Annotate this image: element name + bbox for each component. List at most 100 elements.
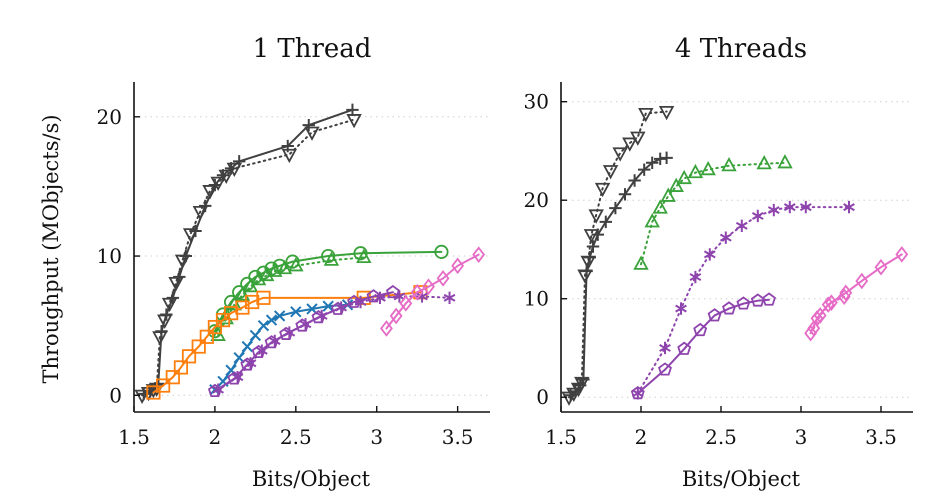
data-point [226,296,243,311]
data-point [288,257,304,272]
y-tick-label: 10 [524,287,549,311]
data-point [895,246,909,263]
data-point [599,215,612,229]
data-point [821,296,835,313]
data-point [285,254,300,269]
data-point [267,262,283,277]
data-point [804,324,818,342]
series-line [812,295,846,330]
data-point [283,326,296,339]
data-point [660,151,673,165]
chart-1-thread: 1 Thread Throughput (MObjects/s) Bits/Ob… [39,34,490,491]
data-point [315,309,328,323]
data-point [422,278,435,295]
data-point [874,258,888,276]
data-point [638,107,654,123]
data-point [202,185,218,200]
data-point [677,341,692,355]
y-tick-label: 30 [524,90,549,114]
data-point [703,248,716,261]
chart-4-threads: 4 Threads Bits/Object 1.5 2 2.5 3 3.5 0 10 20 30 [524,34,913,491]
data-point [700,160,716,176]
data-point [353,246,368,261]
data-point [234,286,251,301]
data-point [658,362,672,376]
data-point [173,360,189,375]
data-point [719,231,732,244]
data-point [574,376,590,392]
series-line [636,206,850,395]
data-point [618,188,632,201]
data-point [242,277,259,293]
x-tick-label: 1.5 [118,425,150,449]
data-point [843,200,855,214]
series-line [152,291,422,394]
data-point [231,370,244,384]
x-tick-label: 2 [635,425,648,449]
x-tick-label: 2.5 [280,425,312,449]
data-point [268,334,281,348]
data-point [265,314,278,326]
data-point [646,156,659,169]
data-point [323,251,340,266]
data-point [807,319,821,337]
data-point [472,246,486,263]
data-point [612,147,628,162]
data-point [675,302,687,315]
data-point [168,276,184,292]
data-point [346,114,362,129]
data-point [281,148,298,164]
x-tick-label: 3 [795,425,808,449]
data-point [257,320,270,332]
chart-2-title: 4 Threads [675,34,807,64]
chart-1-plot-area [134,103,486,405]
data-point [799,200,812,214]
data-point [354,295,367,309]
x-tick-label: 2.5 [705,425,737,449]
data-point [321,248,336,264]
series-line [569,156,668,397]
data-point [210,326,226,341]
data-point [580,255,596,270]
data-point [161,297,178,313]
data-point [622,137,638,152]
data-point [273,310,286,322]
data-point [218,169,234,185]
data-point [346,103,359,117]
series-line [142,108,354,395]
chart-2-xlabel: Bits/Object [682,467,801,491]
data-point [256,290,271,305]
series-line [809,253,903,335]
data-point [839,284,853,302]
data-point [630,131,646,146]
data-point [380,320,393,337]
data-point [751,209,764,223]
data-point [762,292,776,306]
chart-1-xlabel: Bits/Object [252,467,371,491]
data-point [174,254,191,269]
data-point [630,385,645,400]
data-point [335,301,347,314]
data-point [687,163,704,179]
data-point [157,314,173,329]
data-point [366,289,381,303]
data-point [192,205,209,221]
data-point [249,329,262,342]
data-point [302,118,315,132]
data-point [693,322,708,337]
data-point [165,370,180,385]
data-point [783,200,796,214]
data-point [736,296,751,310]
data-point [609,201,622,215]
data-point [226,162,243,178]
series-line [385,253,480,330]
x-tick-label: 1.5 [545,425,577,449]
series-line [217,256,365,337]
chart-2-axes: 1.5 2 2.5 3 3.5 0 10 20 30 [524,82,913,449]
data-point [210,176,226,191]
chart-1-axes: 1.5 2 2.5 3 3.5 0 10 20 [97,82,490,449]
data-point [290,306,302,318]
data-point [660,187,676,202]
data-point [191,339,206,354]
data-point [767,203,780,217]
